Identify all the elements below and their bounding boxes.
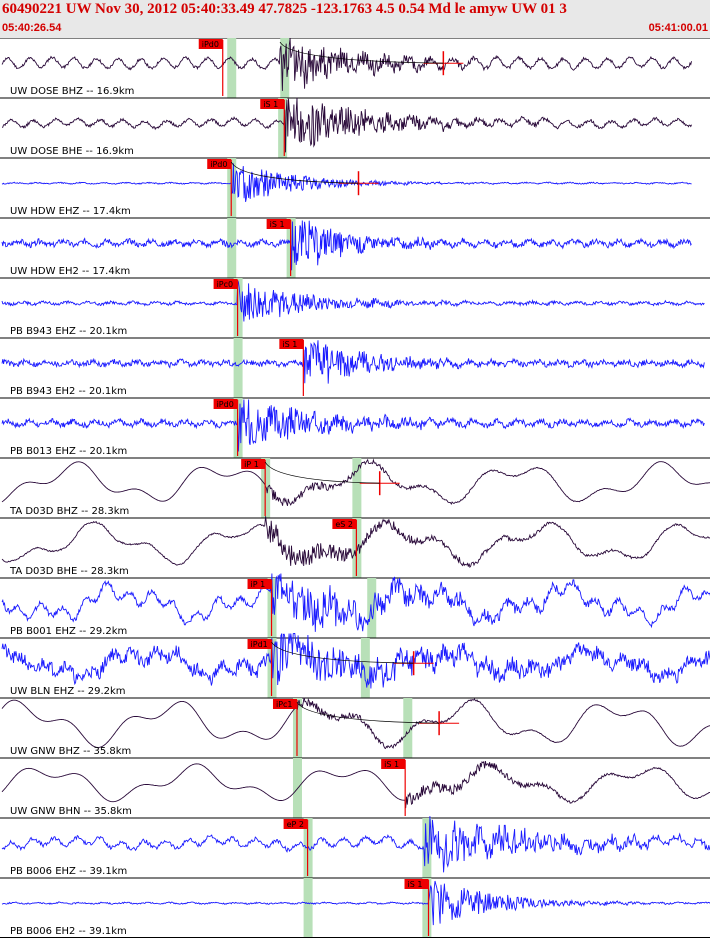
trace-row: iS 1 UW HDW EH2 -- 17.4km [0, 217, 710, 278]
trace-row: iS 1 PB B006 EH2 -- 39.1km [0, 877, 710, 938]
pick-flag [381, 759, 406, 769]
trace-row: iPc1 UW GNW BHZ -- 35.8km [0, 697, 710, 758]
pick-window [422, 818, 432, 878]
pick-window [227, 38, 237, 98]
pick-label: iPd1 [251, 640, 268, 649]
pick-flag [207, 159, 232, 169]
pick-label: eP 2 [287, 820, 304, 829]
trace-row: iPd0 UW HDW EHZ -- 17.4km [0, 157, 710, 218]
trace-row: iP 1 TA D03D BHZ -- 28.3km [0, 457, 710, 518]
trace-label: UW DOSE BHZ -- 16.9km [10, 86, 134, 97]
coda-fit-curve [296, 701, 440, 724]
pick-label: iS 1 [282, 340, 297, 349]
waveform-trace [1, 38, 692, 91]
pick-window [403, 698, 413, 758]
pick-flag [198, 39, 223, 49]
pick-label: iS 1 [408, 880, 423, 889]
trace-label: UW GNW BHN -- 35.8km [10, 806, 132, 817]
coda-fit-curve [279, 41, 444, 64]
trace-label: UW GNW BHZ -- 35.8km [10, 746, 131, 757]
waveform-trace [1, 220, 692, 271]
pick-flag [213, 399, 238, 409]
trace-label: TA D03D BHE -- 28.3km [9, 566, 129, 577]
trace-label: UW HDW EH2 -- 17.4km [10, 266, 130, 277]
time-end-label: 05:41:00.01 [648, 22, 708, 34]
pick-window [352, 458, 362, 518]
trace-row: iPd0 UW DOSE BHZ -- 16.9km [0, 38, 710, 98]
pick-label: iPd0 [217, 400, 234, 409]
waveform-trace [1, 516, 710, 569]
pick-flag [272, 699, 297, 709]
pick-label: iPc1 [276, 700, 293, 709]
waveform-trace [1, 573, 710, 632]
waveform-trace [1, 633, 710, 689]
waveform-trace [1, 280, 705, 322]
trace-label: UW HDW EHZ -- 17.4km [10, 206, 131, 217]
trace-row: iP 1 PB B001 EHZ -- 29.2km [0, 573, 710, 638]
trace-row: iS 1 UW GNW BHN -- 35.8km [0, 757, 710, 818]
pick-window [278, 98, 288, 158]
pick-flag [241, 459, 266, 469]
trace-label: PB B943 EH2 -- 20.1km [10, 386, 127, 397]
trace-row: iPc0 PB B943 EHZ -- 20.1km [0, 277, 710, 338]
pick-label: iPd0 [210, 160, 227, 169]
pick-flag [283, 819, 308, 829]
trace-row: iS 1 UW DOSE BHE -- 16.9km [0, 97, 710, 158]
waveform-trace [1, 880, 710, 926]
pick-flag [404, 879, 429, 889]
pick-window [233, 338, 243, 398]
pick-flag [247, 579, 272, 589]
pick-flag [260, 99, 285, 109]
event-title: 60490221 UW Nov 30, 2012 05:40:33.49 47.… [2, 1, 567, 17]
pick-flag [279, 339, 304, 349]
pick-label: iS 1 [263, 100, 278, 109]
trace-label: PB B006 EHZ -- 39.1km [10, 866, 127, 877]
pick-flag [213, 279, 238, 289]
coda-fit-curve [230, 161, 359, 184]
waveform-trace [1, 399, 705, 452]
trace-row: eS 2 TA D03D BHE -- 28.3km [0, 516, 710, 578]
coda-fit-curve [264, 461, 380, 484]
coda-fit-curve [271, 641, 414, 664]
seismogram-plot: iPd0 UW DOSE BHZ -- 16.9km iS 1 UW DOSE BHE… [0, 38, 710, 938]
time-start-label: 05:40:26.54 [2, 22, 62, 34]
trace-label: PB B013 EHZ -- 20.1km [10, 446, 127, 457]
waveform-trace [1, 761, 710, 809]
pick-label: iPd0 [202, 40, 219, 49]
pick-label: iS 1 [384, 760, 399, 769]
trace-row: iPd1 UW BLN EHZ -- 29.2km [0, 633, 710, 698]
waveform-trace [1, 340, 705, 384]
trace-label: PB B943 EHZ -- 20.1km [10, 326, 127, 337]
trace-label: PB B006 EH2 -- 39.1km [10, 926, 127, 937]
pick-flag [266, 219, 291, 229]
pick-label: eS 2 [335, 520, 353, 529]
waveform-trace [1, 816, 710, 873]
waveform-trace [1, 697, 710, 750]
trace-row: iS 1 PB B943 EH2 -- 20.1km [0, 337, 710, 398]
pick-flag [332, 519, 357, 529]
waveform-trace [1, 97, 692, 153]
pick-window [303, 878, 313, 938]
trace-label: UW DOSE BHE -- 16.9km [10, 146, 134, 157]
pick-window [367, 578, 377, 638]
pick-label: iS 1 [270, 220, 285, 229]
pick-label: iPc0 [217, 280, 234, 289]
trace-label: TA D03D BHZ -- 28.3km [9, 506, 129, 517]
pick-window [360, 638, 370, 698]
trace-label: UW BLN EHZ -- 29.2km [10, 686, 126, 697]
trace-row: eP 2 PB B006 EHZ -- 39.1km [0, 816, 710, 878]
pick-label: iP 1 [251, 580, 266, 589]
waveform-trace [1, 458, 710, 506]
trace-label: PB B001 EHZ -- 29.2km [10, 626, 127, 637]
pick-flag [247, 639, 272, 649]
trace-row: iPd0 PB B013 EHZ -- 20.1km [0, 397, 710, 458]
pick-label: iP 1 [244, 460, 259, 469]
waveform-trace [1, 163, 692, 202]
pick-window [422, 878, 432, 938]
header-bar: 60490221 UW Nov 30, 2012 05:40:33.49 47.… [0, 0, 710, 38]
